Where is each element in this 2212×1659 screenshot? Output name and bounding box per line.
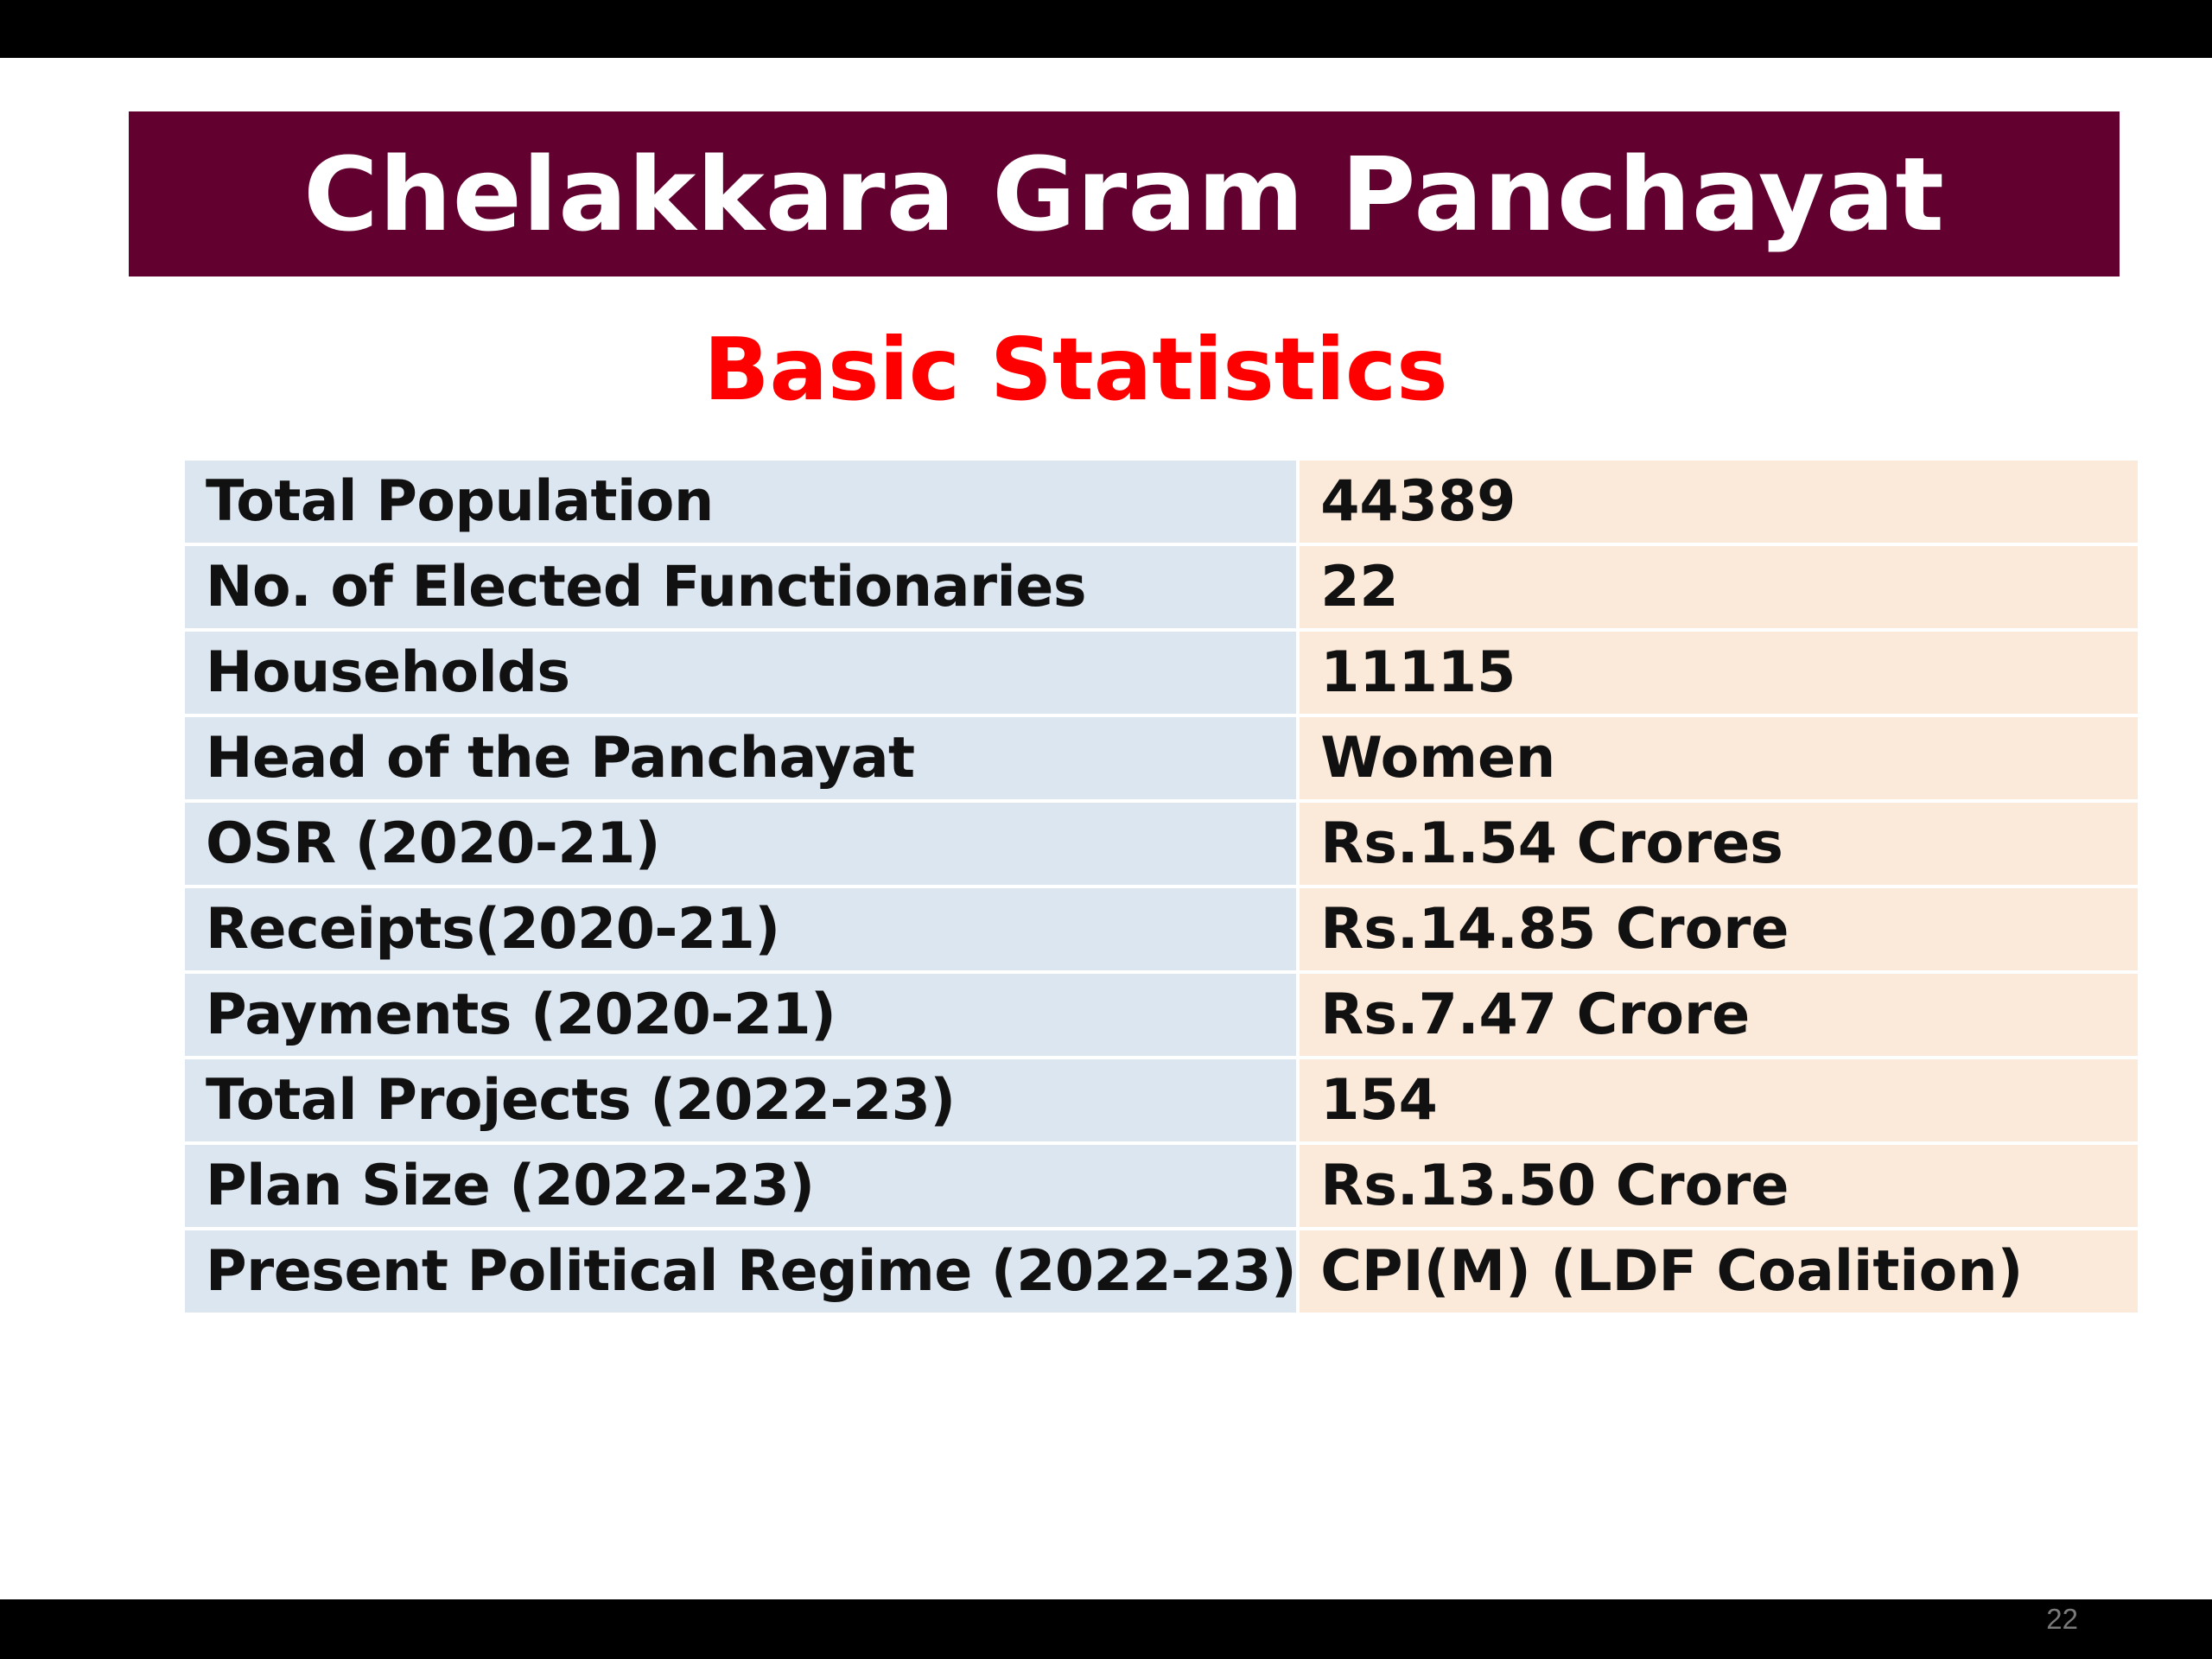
- table-row: Receipts(2020-21) Rs.14.85 Crore: [185, 888, 2138, 974]
- top-letterbox-bar: [0, 0, 2212, 58]
- stat-label: OSR (2020-21): [185, 803, 1300, 888]
- stat-label: Payments (2020-21): [185, 974, 1300, 1059]
- stat-label: Total Projects (2022-23): [185, 1059, 1300, 1145]
- table-row: No. of Elected Functionaries 22: [185, 546, 2138, 632]
- stat-label: Plan Size (2022-23): [185, 1145, 1300, 1230]
- table-row: OSR (2020-21) Rs.1.54 Crores: [185, 803, 2138, 888]
- stat-label: No. of Elected Functionaries: [185, 546, 1300, 632]
- table-row: Households 11115: [185, 632, 2138, 717]
- stat-value: 44389: [1300, 461, 2138, 546]
- stat-value: Rs.7.47 Crore: [1300, 974, 2138, 1059]
- slide-title: Chelakkara Gram Panchayat: [303, 134, 1945, 254]
- slide-subtitle: Basic Statistics: [703, 319, 1448, 420]
- title-banner: Chelakkara Gram Panchayat: [129, 111, 2120, 276]
- stat-value: CPI(M) (LDF Coalition): [1300, 1230, 2138, 1316]
- stat-label: Total Population: [185, 461, 1300, 546]
- table-row: Plan Size (2022-23) Rs.13.50 Crore: [185, 1145, 2138, 1230]
- table-row: Total Population 44389: [185, 461, 2138, 546]
- stat-value: Rs.1.54 Crores: [1300, 803, 2138, 888]
- table-row: Present Political Regime (2022-23) CPI(M)…: [185, 1230, 2138, 1316]
- stat-label: Head of the Panchayat: [185, 717, 1300, 803]
- basic-statistics-table: Total Population 44389 No. of Elected Func…: [185, 461, 2138, 1316]
- stats-table-body: Total Population 44389 No. of Elected Func…: [185, 461, 2138, 1316]
- stat-value: 22: [1300, 546, 2138, 632]
- stat-value: 154: [1300, 1059, 2138, 1145]
- bottom-letterbox-bar: [0, 1599, 2212, 1659]
- stat-value: Rs.13.50 Crore: [1300, 1145, 2138, 1230]
- table-row: Head of the Panchayat Women: [185, 717, 2138, 803]
- stat-label: Present Political Regime (2022-23): [185, 1230, 1300, 1316]
- stat-value: Women: [1300, 717, 2138, 803]
- page-number: 22: [2046, 1603, 2078, 1635]
- slide: Chelakkara Gram Panchayat Basic Statisti…: [0, 58, 2212, 1599]
- table-row: Total Projects (2022-23) 154: [185, 1059, 2138, 1145]
- table-row: Payments (2020-21) Rs.7.47 Crore: [185, 974, 2138, 1059]
- stat-value: 11115: [1300, 632, 2138, 717]
- stat-label: Households: [185, 632, 1300, 717]
- stat-value: Rs.14.85 Crore: [1300, 888, 2138, 974]
- stat-label: Receipts(2020-21): [185, 888, 1300, 974]
